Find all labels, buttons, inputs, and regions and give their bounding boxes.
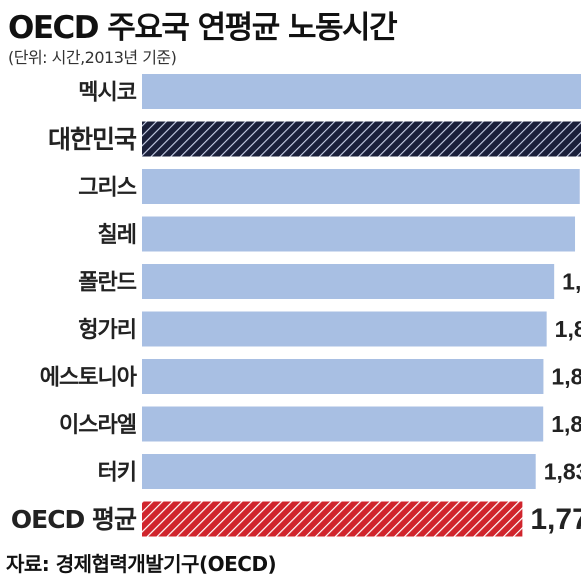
bars-group: 멕시코2,237대한민국2,163그리스2,037칠레2,015폴란드1,918… — [11, 74, 581, 537]
value-label-5: 1,883 — [555, 316, 581, 342]
category-label-7: 이스라엘 — [59, 413, 137, 438]
value-label-9: 1,770 — [530, 503, 581, 536]
value-label-7: 1,867 — [551, 411, 581, 437]
category-label-9: OECD 평균 — [11, 505, 137, 534]
category-label-2: 그리스 — [78, 176, 136, 201]
bar-8 — [142, 454, 536, 489]
value-label-6: 1,868 — [551, 364, 581, 390]
bar-7 — [142, 406, 544, 442]
category-label-8: 터키 — [98, 461, 136, 486]
category-label-1: 대한민국 — [48, 125, 137, 154]
category-label-0: 멕시코 — [78, 81, 136, 106]
bar-0 — [142, 74, 581, 109]
category-label-5: 헝가리 — [78, 318, 136, 343]
chart-subtitle: (단위: 시간,2013년 기준) — [8, 48, 177, 67]
bar-1 — [142, 121, 581, 157]
category-label-4: 폴란드 — [78, 271, 136, 296]
value-label-8: 1,832 — [544, 459, 581, 485]
category-label-3: 칠레 — [98, 223, 136, 248]
bar-6 — [142, 359, 544, 394]
bar-4 — [142, 264, 555, 299]
value-label-4: 1,918 — [562, 269, 581, 295]
category-label-6: 에스토니아 — [40, 366, 138, 391]
source-note: 자료: 경제협력개발기구(OECD) — [6, 552, 277, 576]
bar-5 — [142, 311, 547, 347]
bar-3 — [142, 216, 576, 252]
bar-9 — [142, 501, 523, 537]
chart-title: OECD 주요국 연평균 노동시간 — [8, 10, 398, 46]
bar-2 — [142, 169, 580, 204]
